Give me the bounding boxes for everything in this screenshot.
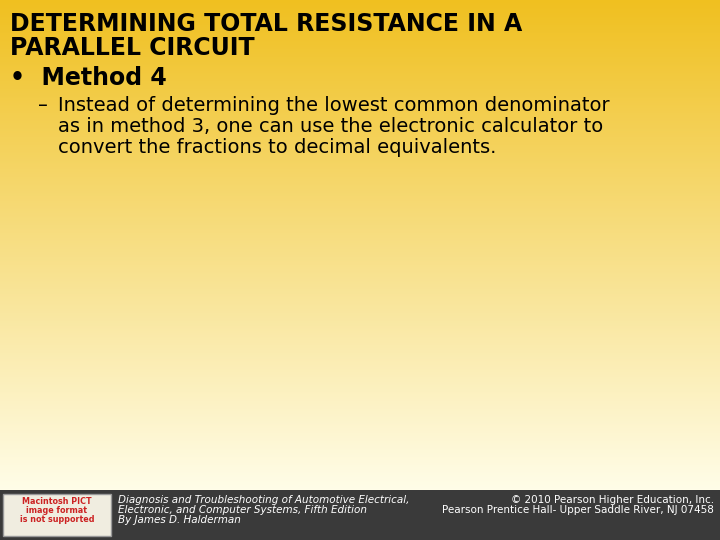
- Bar: [0, 490, 720, 540]
- Text: DETERMINING TOTAL RESISTANCE IN A: DETERMINING TOTAL RESISTANCE IN A: [10, 12, 522, 36]
- Bar: [3, 494, 111, 536]
- Text: –: –: [38, 96, 48, 115]
- Text: Instead of determining the lowest common denominator: Instead of determining the lowest common…: [58, 96, 610, 115]
- Text: By James D. Halderman: By James D. Halderman: [118, 515, 241, 525]
- Text: •  Method 4: • Method 4: [10, 66, 167, 90]
- Text: is not supported: is not supported: [19, 515, 94, 524]
- Text: Electronic, and Computer Systems, Fifth Edition: Electronic, and Computer Systems, Fifth …: [118, 505, 367, 515]
- Text: Macintosh PICT: Macintosh PICT: [22, 497, 92, 506]
- Text: image format: image format: [27, 506, 88, 515]
- Text: Pearson Prentice Hall- Upper Saddle River, NJ 07458: Pearson Prentice Hall- Upper Saddle Rive…: [442, 505, 714, 515]
- Text: convert the fractions to decimal equivalents.: convert the fractions to decimal equival…: [58, 138, 496, 157]
- Text: as in method 3, one can use the electronic calculator to: as in method 3, one can use the electron…: [58, 117, 603, 136]
- Text: PARALLEL CIRCUIT: PARALLEL CIRCUIT: [10, 36, 255, 60]
- Text: © 2010 Pearson Higher Education, Inc.: © 2010 Pearson Higher Education, Inc.: [511, 495, 714, 505]
- Text: Diagnosis and Troubleshooting of Automotive Electrical,: Diagnosis and Troubleshooting of Automot…: [118, 495, 410, 505]
